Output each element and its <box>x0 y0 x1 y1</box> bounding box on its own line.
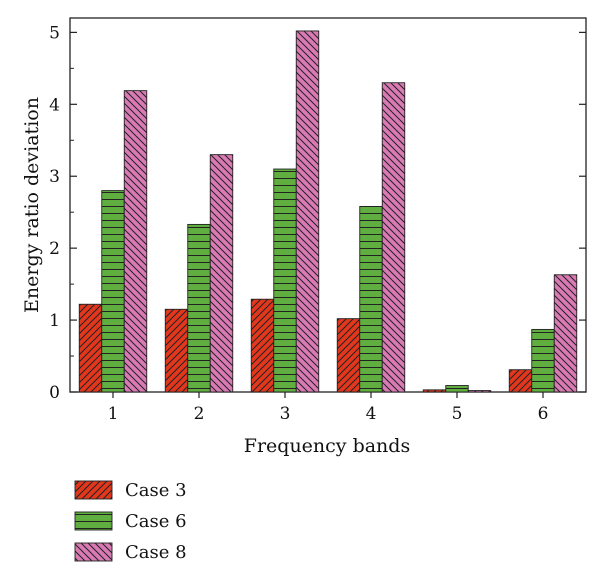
legend-swatch-series1 <box>74 480 113 500</box>
bars-group <box>78 30 578 393</box>
y-axis-title: Energy ratio deviation <box>21 97 43 313</box>
bar-band1-series1 <box>78 303 103 393</box>
y-tick-label: 2 <box>49 239 60 259</box>
bar-band6-series3 <box>553 274 578 393</box>
bar-band5-series1 <box>422 389 447 393</box>
bar-band3-series3 <box>295 30 320 393</box>
bar-band5-series3 <box>467 390 492 393</box>
bar-band4-series1 <box>336 318 361 393</box>
legend-label-series3: Case 8 <box>125 542 187 563</box>
bar-band5-series2 <box>445 385 469 393</box>
y-tick-label: 1 <box>49 311 60 331</box>
bar-band4-series3 <box>381 82 406 393</box>
x-tick-label: 1 <box>108 404 119 424</box>
bar-band3-series2 <box>273 168 297 393</box>
x-tick-label: 6 <box>538 404 549 424</box>
y-tick-label: 5 <box>49 23 60 43</box>
y-tick-label: 0 <box>49 383 60 403</box>
legend-label-series2: Case 6 <box>125 511 187 532</box>
legend-swatch-series3 <box>74 542 113 562</box>
bar-band3-series1 <box>250 298 275 393</box>
x-axis-title: Frequency bands <box>244 435 410 457</box>
plot-frame <box>69 17 587 393</box>
x-tick-label: 2 <box>194 404 205 424</box>
x-tick-label: 3 <box>280 404 291 424</box>
legend-swatch-series2 <box>74 511 113 531</box>
bar-band2-series1 <box>164 308 189 393</box>
bar-band4-series2 <box>359 205 383 393</box>
y-tick-label: 3 <box>49 167 60 187</box>
y-tick-label: 4 <box>49 95 60 115</box>
x-tick-label: 4 <box>366 404 377 424</box>
y-axis-ticks: 0 1 2 3 4 5 <box>49 23 586 403</box>
x-tick-label: 5 <box>452 404 463 424</box>
bar-band1-series2 <box>101 190 125 393</box>
bar-band2-series2 <box>187 223 211 393</box>
bar-band6-series1 <box>508 369 533 393</box>
legend: Case 3 Case 6 Case 8 <box>74 480 187 563</box>
bar-band1-series3 <box>123 90 148 393</box>
bar-band2-series3 <box>209 154 234 393</box>
bar-band6-series2 <box>531 328 555 393</box>
legend-label-series1: Case 3 <box>125 480 187 501</box>
x-axis-ticks: 1 2 3 4 5 6 <box>108 392 549 424</box>
